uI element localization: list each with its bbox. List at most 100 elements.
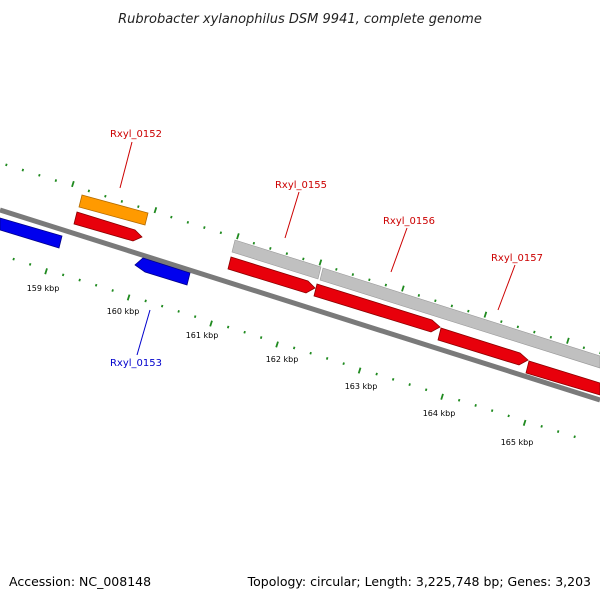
major-tick — [440, 393, 444, 400]
major-tick — [566, 337, 570, 344]
minor-tick — [5, 163, 8, 167]
minor-tick — [193, 315, 197, 319]
scale-label: 163 kbp — [345, 382, 378, 391]
minor-tick — [170, 215, 173, 219]
minor-tick — [177, 310, 180, 313]
minor-tick — [61, 273, 65, 277]
scale-label: 161 kbp — [186, 331, 219, 340]
minor-tick — [219, 231, 223, 235]
map-title: Rubrobacter xylanophilus DSM 9941, compl… — [118, 12, 482, 27]
minor-tick — [500, 320, 503, 324]
scale-label: 165 kbp — [501, 438, 534, 447]
minor-tick — [424, 388, 428, 392]
minor-tick — [467, 309, 470, 313]
cds-rxyl-0157 — [437, 327, 529, 366]
genome-summary: Topology: circular; Length: 3,225,748 bp… — [247, 574, 591, 589]
cds-rxyl-0152 — [73, 211, 143, 242]
minor-tick — [54, 179, 58, 182]
leader-rxyl-0157 — [497, 264, 516, 311]
minor-tick — [120, 200, 124, 203]
scale-label: 162 kbp — [266, 355, 299, 364]
minor-tick — [342, 362, 345, 366]
minor-tick — [203, 226, 206, 229]
minor-tick — [351, 273, 355, 276]
minor-tick — [160, 304, 164, 308]
gene-feature-rxyl-0156-0157 — [319, 267, 600, 369]
minor-tick — [450, 304, 454, 308]
cds-rxyl-0156 — [313, 283, 441, 333]
cds-rxyl-0158 — [525, 360, 600, 396]
major-tick — [483, 311, 488, 318]
minor-tick — [87, 189, 91, 193]
minor-tick — [28, 262, 32, 266]
minor-tick — [368, 278, 371, 282]
minor-tick — [490, 409, 494, 413]
minor-tick — [417, 294, 421, 297]
minor-tick — [516, 325, 520, 329]
minor-tick — [309, 351, 312, 355]
minor-tick — [434, 299, 437, 303]
minor-tick — [12, 257, 15, 261]
major-tick — [209, 320, 213, 327]
minor-tick — [137, 205, 140, 209]
minor-tick — [302, 257, 305, 261]
cds-reverse-left — [0, 217, 63, 249]
major-tick — [401, 285, 405, 292]
gene-label: Rxyl_0152 — [110, 129, 162, 140]
minor-tick — [533, 330, 536, 334]
gene-label: Rxyl_0157 — [491, 253, 543, 264]
major-tick — [357, 367, 362, 374]
minor-tick — [104, 194, 107, 198]
major-tick — [44, 268, 48, 275]
gene-label: Rxyl_0156 — [383, 216, 435, 227]
minor-tick — [474, 404, 477, 407]
minor-tick — [259, 336, 263, 339]
major-tick — [153, 207, 158, 214]
major-tick — [236, 233, 240, 240]
cds-rxyl-0155 — [227, 256, 316, 294]
minor-tick — [226, 325, 230, 329]
genome-backbone — [0, 207, 600, 403]
minor-tick — [269, 247, 272, 250]
cds-rxyl-0153 — [134, 257, 191, 286]
minor-tick — [384, 283, 388, 287]
gene-feature-rxyl-0155 — [231, 239, 322, 280]
scale-label: 160 kbp — [107, 307, 140, 316]
minor-tick — [186, 220, 190, 224]
accession-label: Accession: NC_008148 — [9, 574, 151, 589]
scale-label: 159 kbp — [27, 284, 60, 293]
minor-tick — [78, 278, 81, 282]
minor-tick — [144, 299, 147, 303]
major-tick — [126, 294, 131, 301]
leader-rxyl-0155 — [284, 191, 300, 239]
minor-tick — [582, 346, 586, 350]
major-tick — [522, 419, 527, 426]
inner-tick-track — [12, 257, 576, 439]
minor-tick — [391, 377, 395, 381]
gene-feature-rxyl-0152 — [78, 194, 149, 226]
minor-tick — [507, 414, 510, 418]
minor-tick — [457, 398, 461, 402]
minor-tick — [252, 241, 256, 245]
minor-tick — [38, 173, 41, 177]
gene-label: Rxyl_0155 — [275, 180, 327, 191]
minor-tick — [335, 267, 338, 271]
minor-tick — [573, 435, 576, 439]
minor-tick — [556, 430, 560, 433]
minor-tick — [540, 424, 543, 428]
minor-tick — [21, 168, 25, 172]
minor-tick — [375, 372, 378, 376]
minor-tick — [408, 383, 411, 386]
leader-rxyl-0152 — [119, 141, 133, 189]
leader-rxyl-0156 — [390, 227, 408, 273]
minor-tick — [94, 283, 98, 287]
minor-tick — [111, 289, 114, 292]
outer-tick-track — [5, 163, 600, 355]
minor-tick — [549, 335, 553, 339]
leader-rxyl-0153 — [136, 309, 151, 356]
scale-label: 164 kbp — [423, 409, 456, 418]
major-tick — [71, 180, 75, 188]
major-tick — [275, 341, 279, 348]
minor-tick — [325, 357, 329, 360]
